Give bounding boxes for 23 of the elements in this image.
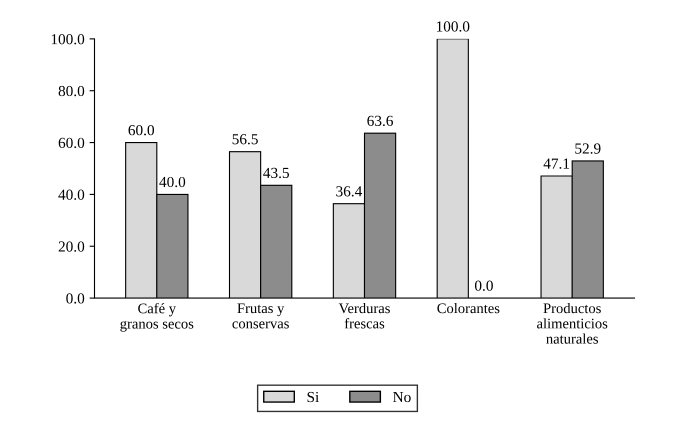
data-label: 63.6 xyxy=(367,116,393,126)
data-label: 100.0 xyxy=(436,21,470,32)
y-tick-label: 100.0 xyxy=(52,34,84,44)
x-tick-label: Verduras frescas xyxy=(338,302,390,328)
data-label: 60.0 xyxy=(128,124,154,136)
data-label: 43.5 xyxy=(263,168,289,178)
data-label: 40.0 xyxy=(159,176,186,188)
legend-label: Si xyxy=(308,392,319,402)
data-label: 36.4 xyxy=(336,186,362,197)
x-tick-label: Café y granos secos xyxy=(120,302,194,332)
y-tick-label: 60.0 xyxy=(58,138,84,148)
data-label: 0.0 xyxy=(474,280,493,291)
x-tick-label: Productos alimenticios naturales xyxy=(537,302,608,344)
data-label: 56.5 xyxy=(232,134,258,144)
x-tick-label: Colorantes xyxy=(437,302,500,314)
y-tick-label: 0.0 xyxy=(66,293,84,304)
legend-label: No xyxy=(393,392,411,402)
y-tick-label: 20.0 xyxy=(58,241,84,252)
data-label: 47.1 xyxy=(544,158,570,169)
data-label: 52.9 xyxy=(575,143,601,154)
y-tick-label: 40.0 xyxy=(58,190,84,200)
x-tick-label: Frutas y conservas xyxy=(232,303,289,328)
y-tick-label: 80.0 xyxy=(58,86,84,96)
